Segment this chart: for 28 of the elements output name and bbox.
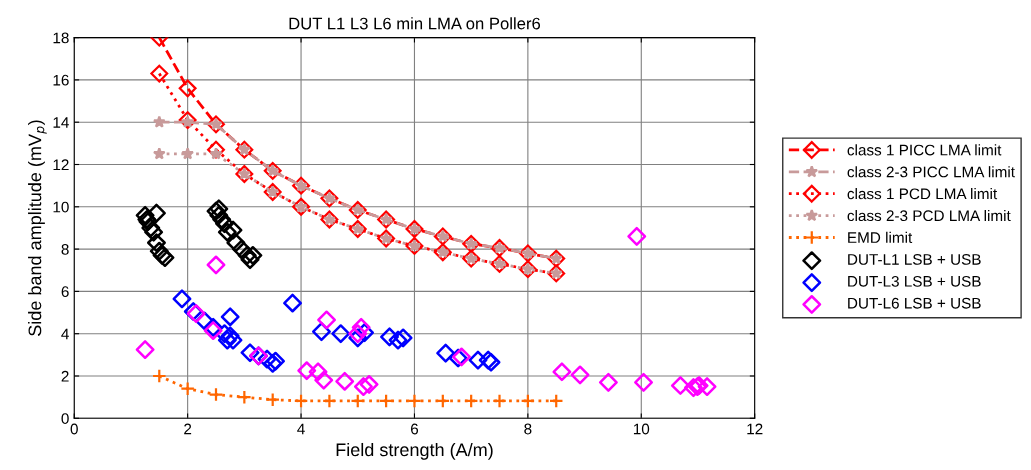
x-tick-label: 8 xyxy=(524,423,532,435)
x-tick-label: 6 xyxy=(410,423,419,435)
x-tick-label: 10 xyxy=(633,423,650,435)
x-tick-label: 2 xyxy=(184,423,192,435)
legend-label: EMD limit xyxy=(848,231,913,243)
x-axis-title: Field strength (A/m) xyxy=(336,442,493,460)
x-tick-label: 4 xyxy=(297,423,305,435)
y-tick-label: 14 xyxy=(53,117,69,128)
legend-label: class 2-3 PCD LMA limit xyxy=(847,209,1011,222)
y-tick-label: 0 xyxy=(61,413,69,424)
y-tick-label: 4 xyxy=(61,328,69,340)
legend-label: class 1 PCD LMA limit xyxy=(847,188,998,200)
y-axis-title: Side band amplitude (mV$_{p}$) xyxy=(28,120,47,336)
legend-label: DUT-L6 LSB + USB xyxy=(848,297,981,309)
y-tick-label: 2 xyxy=(61,370,69,382)
y-tick-label: 6 xyxy=(61,286,69,298)
y-tick-label: 16 xyxy=(53,74,69,86)
legend-label: DUT-L3 LSB + USB xyxy=(848,275,981,287)
legend-label: class 1 PICC LMA limit xyxy=(847,144,1002,156)
y-tick-label: 10 xyxy=(53,201,69,213)
x-tick-label: 12 xyxy=(747,423,763,435)
y-tick-label: 12 xyxy=(53,159,69,171)
legend-label: DUT-L1 LSB + USB xyxy=(848,254,981,265)
y-tick-label: 18 xyxy=(53,32,69,44)
y-tick-label: 8 xyxy=(61,243,69,255)
x-tick-label: 0 xyxy=(70,423,78,435)
legend-label: class 2-3 PICC LMA limit xyxy=(847,166,1015,178)
chart-title: DUT L1 L3 L6 min LMA on Poller6 xyxy=(289,17,541,30)
